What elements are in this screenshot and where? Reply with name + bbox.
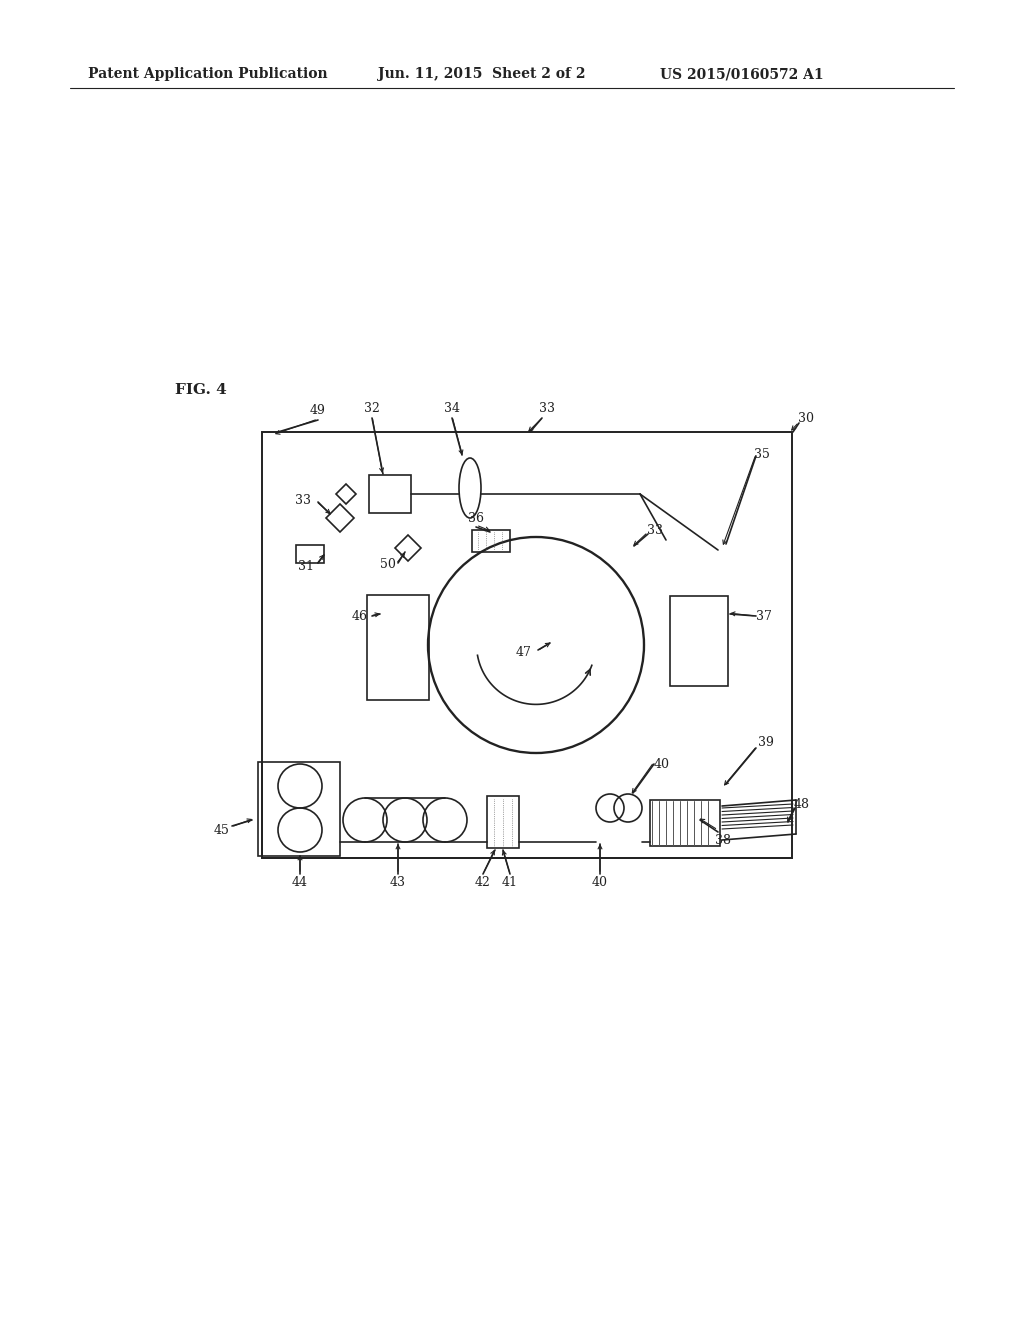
Text: 34: 34	[444, 401, 460, 414]
Text: 48: 48	[794, 797, 810, 810]
Bar	[650, 800, 720, 846]
Text: US 2015/0160572 A1: US 2015/0160572 A1	[660, 67, 823, 81]
Text: 38: 38	[715, 833, 731, 846]
Text: 40: 40	[654, 758, 670, 771]
Text: Patent Application Publication: Patent Application Publication	[88, 67, 328, 81]
Bar	[472, 531, 510, 552]
Text: 39: 39	[758, 735, 774, 748]
Text: 44: 44	[292, 875, 308, 888]
Bar	[367, 595, 429, 700]
Text: 49: 49	[310, 404, 326, 417]
Text: 41: 41	[502, 875, 518, 888]
Bar	[487, 796, 519, 847]
Text: 36: 36	[468, 511, 484, 524]
Bar	[369, 475, 411, 513]
Text: 45: 45	[214, 824, 230, 837]
Text: 31: 31	[298, 561, 314, 573]
Text: 43: 43	[390, 875, 406, 888]
Text: 37: 37	[756, 610, 772, 623]
Text: 40: 40	[592, 875, 608, 888]
Text: 33: 33	[295, 494, 311, 507]
Text: 47: 47	[516, 645, 531, 659]
Text: 35: 35	[754, 447, 770, 461]
Bar	[262, 432, 792, 858]
Text: Jun. 11, 2015  Sheet 2 of 2: Jun. 11, 2015 Sheet 2 of 2	[378, 67, 586, 81]
Bar	[670, 597, 728, 686]
Text: 33: 33	[539, 401, 555, 414]
Text: 33: 33	[647, 524, 663, 536]
Text: 50: 50	[380, 558, 396, 572]
Bar	[296, 545, 324, 564]
Text: 46: 46	[352, 610, 368, 623]
Text: FIG. 4: FIG. 4	[175, 383, 226, 397]
Text: 32: 32	[365, 401, 380, 414]
Bar	[258, 762, 340, 855]
Text: 30: 30	[798, 412, 814, 425]
Text: 42: 42	[475, 875, 490, 888]
